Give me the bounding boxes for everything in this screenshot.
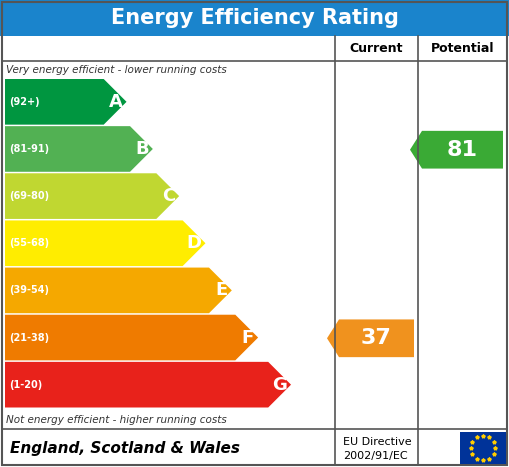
Polygon shape [410, 131, 503, 169]
Text: F: F [242, 329, 254, 347]
Text: C: C [162, 187, 175, 205]
Text: (39-54): (39-54) [9, 285, 49, 296]
Text: Energy Efficiency Rating: Energy Efficiency Rating [110, 8, 399, 28]
Polygon shape [327, 319, 414, 357]
Text: EU Directive: EU Directive [343, 437, 412, 447]
Text: (81-91): (81-91) [9, 144, 49, 154]
Text: Current: Current [350, 42, 403, 55]
Polygon shape [5, 268, 232, 313]
Text: B: B [135, 140, 149, 158]
Text: 2002/91/EC: 2002/91/EC [343, 451, 408, 460]
Text: Not energy efficient - higher running costs: Not energy efficient - higher running co… [6, 415, 227, 425]
Text: (92+): (92+) [9, 97, 40, 107]
Text: (1-20): (1-20) [9, 380, 42, 389]
Text: (69-80): (69-80) [9, 191, 49, 201]
Polygon shape [5, 362, 291, 408]
Polygon shape [5, 173, 179, 219]
Text: Very energy efficient - lower running costs: Very energy efficient - lower running co… [6, 65, 227, 75]
Text: 37: 37 [361, 328, 392, 348]
Text: A: A [108, 93, 123, 111]
Text: (55-68): (55-68) [9, 238, 49, 248]
Polygon shape [5, 220, 206, 266]
Bar [460, 432, 506, 464]
Text: G: G [272, 375, 287, 394]
Bar [0, 0, 509, 36]
Text: (21-38): (21-38) [9, 333, 49, 342]
Text: Potential: Potential [431, 42, 494, 55]
Text: England, Scotland & Wales: England, Scotland & Wales [10, 440, 240, 455]
Text: D: D [186, 234, 202, 252]
Polygon shape [5, 126, 153, 172]
Polygon shape [5, 79, 127, 125]
Text: E: E [215, 282, 228, 299]
Text: 81: 81 [447, 140, 478, 160]
Polygon shape [5, 315, 258, 361]
